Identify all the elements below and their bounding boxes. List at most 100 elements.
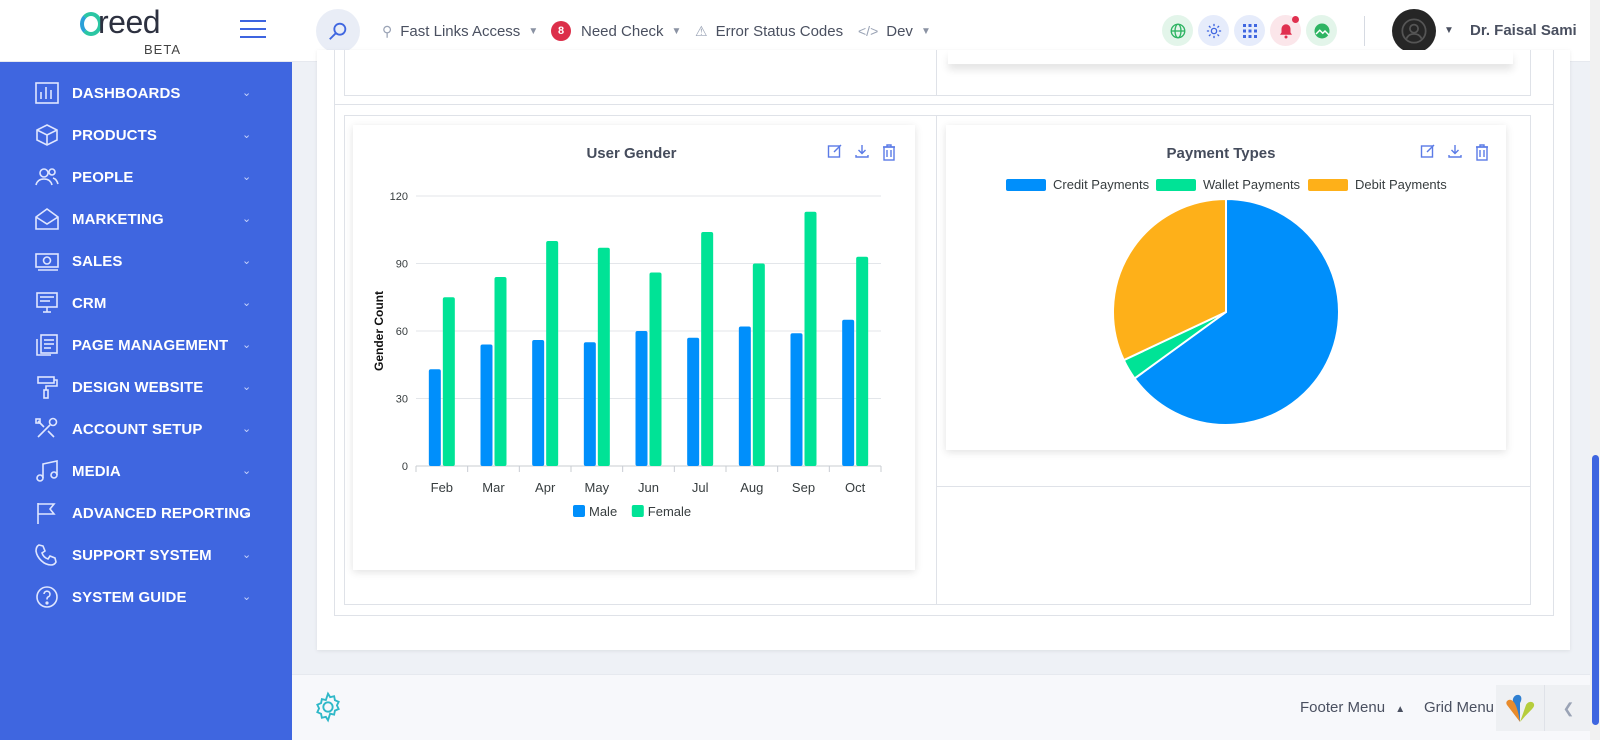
x-tick-label: Aug bbox=[740, 480, 763, 495]
scrollbar-track[interactable] bbox=[1590, 0, 1600, 740]
menu-toggle-icon[interactable] bbox=[240, 20, 266, 40]
bar-male-aug bbox=[738, 326, 751, 466]
avatar[interactable] bbox=[1392, 9, 1436, 53]
footer-menu-button[interactable]: Footer Menu ▲ bbox=[1300, 699, 1405, 716]
logo-beta-label: BETA bbox=[144, 42, 181, 57]
sidebar-item-advanced-reporting[interactable]: ADVANCED REPORTING ⌄ bbox=[0, 492, 292, 534]
chevron-down-icon: ⌄ bbox=[242, 297, 252, 309]
sidebar-item-label: SUPPORT SYSTEM bbox=[72, 547, 212, 564]
gear-icon[interactable] bbox=[312, 691, 344, 723]
scrollbar-thumb[interactable] bbox=[1592, 455, 1599, 725]
bar-male-may bbox=[583, 342, 596, 466]
chevron-down-icon: ⌄ bbox=[242, 507, 252, 519]
sidebar-item-account-setup[interactable]: ACCOUNT SETUP ⌄ bbox=[0, 408, 292, 450]
landscape-icon bbox=[1314, 23, 1329, 38]
nav-fast-links[interactable]: ⚲ Fast Links Access ▼ bbox=[382, 20, 538, 42]
legend-swatch-wallet-payments bbox=[1156, 179, 1196, 191]
sidebar-item-marketing[interactable]: MARKETING ⌄ bbox=[0, 198, 292, 240]
pin-icon: ⚲ bbox=[382, 22, 393, 39]
chevron-down-icon: ⌄ bbox=[242, 591, 252, 603]
warning-icon: ⚠ bbox=[695, 22, 708, 39]
bar-male-apr bbox=[532, 340, 545, 466]
edit-icon[interactable] bbox=[827, 143, 844, 160]
sidebar-item-products[interactable]: PRODUCTS ⌄ bbox=[0, 114, 292, 156]
notifications-button[interactable] bbox=[1270, 15, 1301, 46]
bar-female-sep bbox=[804, 211, 817, 466]
user-menu-chevron-icon[interactable]: ▼ bbox=[1444, 25, 1454, 36]
sidebar-item-system-guide[interactable]: SYSTEM GUIDE ⌄ bbox=[0, 576, 292, 618]
legend-swatch-male bbox=[573, 505, 585, 517]
framework-logo[interactable] bbox=[1496, 685, 1544, 731]
footer-menu-label: Footer Menu bbox=[1300, 699, 1386, 716]
music-icon bbox=[36, 460, 58, 482]
sidebar-item-support-system[interactable]: SUPPORT SYSTEM ⌄ bbox=[0, 534, 292, 576]
bar-female-jul bbox=[701, 232, 714, 466]
bar-male-sep bbox=[790, 333, 803, 466]
chevron-down-icon: ⌄ bbox=[242, 465, 252, 477]
x-tick-label: Jul bbox=[692, 480, 709, 495]
pie-slice-credit-payments bbox=[1133, 197, 1340, 426]
envelope-icon bbox=[35, 208, 59, 230]
nav-error-status-label: Error Status Codes bbox=[715, 22, 844, 40]
legend-label-male: Male bbox=[589, 504, 617, 519]
widget-card-edge bbox=[948, 50, 1513, 64]
sidebar-item-page-management[interactable]: PAGE MANAGEMENT ⌄ bbox=[0, 324, 292, 366]
y-tick-label: 120 bbox=[390, 191, 408, 203]
search-button[interactable] bbox=[316, 9, 360, 53]
header-divider bbox=[1364, 16, 1365, 46]
y-tick-label: 30 bbox=[396, 394, 408, 406]
language-button[interactable] bbox=[1162, 15, 1193, 46]
row-divider bbox=[334, 104, 1554, 105]
edit-icon[interactable] bbox=[1420, 143, 1437, 160]
pie-slice-debit-payments bbox=[1112, 197, 1227, 362]
need-check-badge: 8 bbox=[551, 21, 571, 41]
apps-button[interactable] bbox=[1234, 15, 1265, 46]
tools-icon bbox=[35, 417, 58, 438]
grid-menu-button[interactable]: Grid Menu bbox=[1424, 699, 1495, 716]
status-button[interactable] bbox=[1306, 15, 1337, 46]
chevron-down-icon: ⌄ bbox=[242, 381, 252, 393]
bar-female-oct bbox=[856, 256, 869, 466]
collapse-toggle[interactable]: ❮ bbox=[1544, 685, 1592, 731]
sidebar-item-label: DESIGN WEBSITE bbox=[72, 379, 204, 396]
user-name[interactable]: Dr. Faisal Sami bbox=[1470, 22, 1577, 39]
nav-need-check[interactable]: 8 Need Check ▼ bbox=[551, 20, 681, 42]
trash-icon[interactable] bbox=[881, 143, 898, 161]
x-tick-label: Mar bbox=[482, 480, 505, 495]
bar-female-feb bbox=[442, 297, 455, 466]
settings-button[interactable] bbox=[1198, 15, 1229, 46]
chevron-down-icon: ▼ bbox=[671, 25, 682, 37]
sidebar-item-sales[interactable]: SALES ⌄ bbox=[0, 240, 292, 282]
card-tools bbox=[827, 143, 898, 161]
sidebar-item-crm[interactable]: CRM ⌄ bbox=[0, 282, 292, 324]
sidebar-item-label: PAGE MANAGEMENT bbox=[72, 337, 229, 354]
trash-icon[interactable] bbox=[1474, 143, 1491, 161]
bar-male-jun bbox=[635, 331, 648, 466]
nav-error-status[interactable]: ⚠ Error Status Codes bbox=[695, 20, 843, 42]
nav-dev[interactable]: </> Dev ▼ bbox=[858, 20, 931, 42]
sidebar-item-label: DASHBOARDS bbox=[72, 85, 181, 102]
chevron-down-icon: ⌄ bbox=[242, 339, 252, 351]
sidebar-item-label: CRM bbox=[72, 295, 107, 312]
chevron-down-icon: ⌄ bbox=[242, 171, 252, 183]
monitor-icon bbox=[36, 292, 58, 313]
sidebar-item-dashboards[interactable]: DASHBOARDS ⌄ bbox=[0, 72, 292, 114]
widget-cell bbox=[937, 50, 1531, 96]
sidebar-item-people[interactable]: PEOPLE ⌄ bbox=[0, 156, 292, 198]
cell-divider bbox=[937, 486, 1531, 487]
sidebar-item-media[interactable]: MEDIA ⌄ bbox=[0, 450, 292, 492]
chevron-down-icon: ⌄ bbox=[242, 213, 252, 225]
sidebar-item-design-website[interactable]: DESIGN WEBSITE ⌄ bbox=[0, 366, 292, 408]
logo[interactable]: reed BETA bbox=[80, 4, 190, 57]
sidebar-item-label: ACCOUNT SETUP bbox=[72, 421, 203, 438]
money-icon bbox=[35, 253, 59, 271]
bell-icon bbox=[1279, 23, 1292, 38]
sidebar-item-label: MEDIA bbox=[72, 463, 121, 480]
sidebar-item-label: SYSTEM GUIDE bbox=[72, 589, 187, 606]
download-icon[interactable] bbox=[854, 143, 871, 160]
bar-female-mar bbox=[494, 277, 507, 466]
chevron-down-icon: ⌄ bbox=[242, 549, 252, 561]
legend-label-wallet-payments: Wallet Payments bbox=[1203, 177, 1301, 192]
chevron-down-icon: ⌄ bbox=[242, 255, 252, 267]
download-icon[interactable] bbox=[1447, 143, 1464, 160]
